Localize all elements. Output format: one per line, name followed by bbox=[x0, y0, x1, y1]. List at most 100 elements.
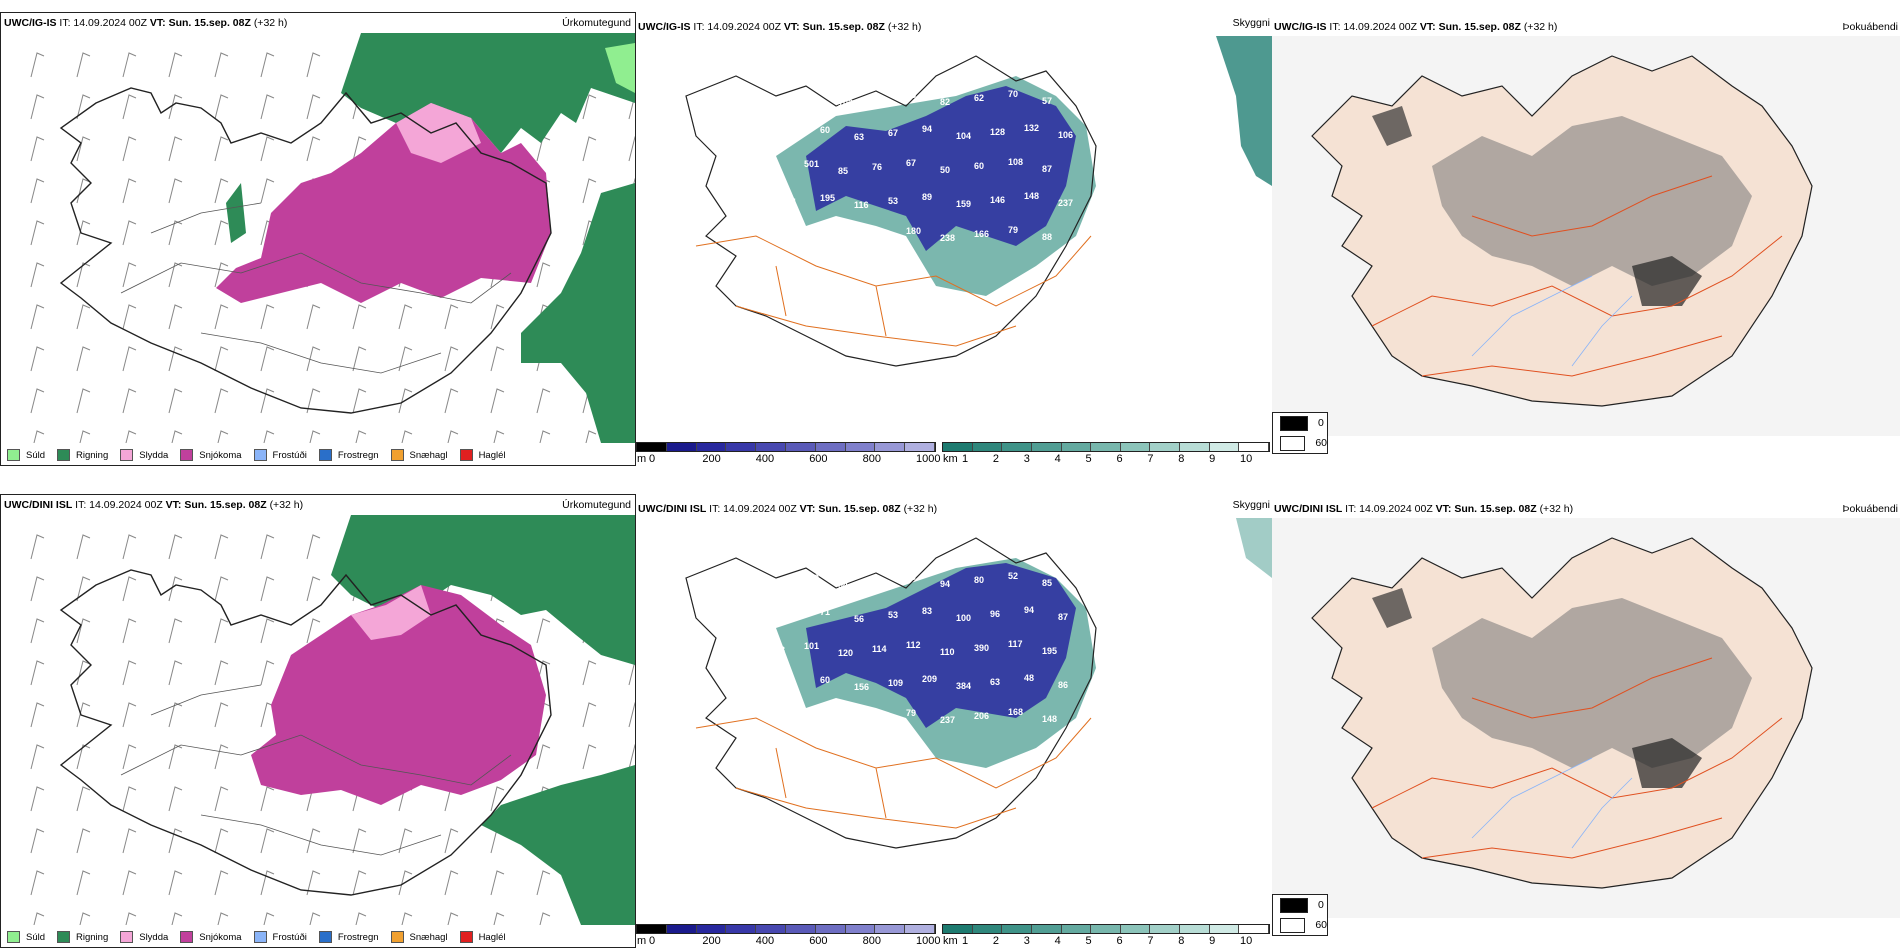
wind-barb bbox=[30, 346, 45, 372]
ceiling-label: 76 bbox=[872, 162, 882, 172]
fog-map bbox=[1272, 518, 1900, 918]
legend-swatch bbox=[459, 449, 473, 461]
wind-barb bbox=[260, 304, 275, 330]
ceiling-label: 63 bbox=[854, 132, 864, 142]
wind-barb bbox=[76, 262, 91, 288]
wind-barb bbox=[168, 388, 183, 414]
ceiling-label: 96 bbox=[990, 609, 1000, 619]
ceiling-label: 94 bbox=[1024, 605, 1034, 615]
colorbar-tick: 10 bbox=[1240, 935, 1253, 947]
colorbar-segment bbox=[943, 443, 973, 451]
wind-barb bbox=[447, 912, 459, 925]
colorbar-segment bbox=[666, 443, 697, 451]
legend-swatch bbox=[7, 449, 20, 461]
ceiling-colorbar: m 0 200 400 600 800 1000 bbox=[636, 442, 940, 466]
ceiling-label: 100 bbox=[956, 613, 971, 623]
legend-swatch bbox=[120, 449, 134, 461]
wind-barb bbox=[214, 576, 229, 602]
fog-legend-label: 0 bbox=[1318, 899, 1324, 911]
rivers bbox=[1471, 275, 1633, 367]
fog-legend-swatch bbox=[1280, 917, 1306, 933]
colorbar-segment bbox=[1120, 925, 1151, 933]
wind-barb bbox=[168, 618, 183, 644]
wind-barb bbox=[76, 388, 91, 414]
wind-barb bbox=[539, 430, 551, 443]
wind-barb bbox=[30, 702, 45, 728]
roads bbox=[120, 684, 512, 856]
fog-shading bbox=[1432, 116, 1752, 286]
ceiling-label: 87 bbox=[1042, 164, 1052, 174]
colorbar-tick: 5 bbox=[1085, 935, 1092, 947]
wind-barb bbox=[30, 262, 45, 288]
wind-barb bbox=[122, 346, 137, 372]
roads bbox=[695, 235, 1092, 347]
ceiling-label: 56 bbox=[854, 614, 864, 624]
panel-name: Skyggni bbox=[1232, 499, 1270, 511]
wind-barb bbox=[214, 136, 229, 162]
ceiling-label: 384 bbox=[956, 681, 971, 691]
wind-barb bbox=[122, 576, 137, 602]
ceiling-label: 156 bbox=[854, 682, 869, 692]
fog-shading bbox=[1432, 598, 1752, 768]
wind-barb bbox=[168, 220, 183, 246]
precip-legend: Súld Rigning Slydda Snjókoma Frostúði Frostre… bbox=[7, 449, 518, 461]
fog-dark-patch bbox=[1632, 256, 1702, 306]
ceiling-label: 120 bbox=[838, 648, 853, 658]
sleet-area bbox=[396, 103, 481, 163]
wind-barb bbox=[536, 870, 551, 896]
wind-barb bbox=[260, 388, 275, 414]
panel-title: UWC/DINI ISL IT: 14.09.2024 00Z VT: Sun.… bbox=[4, 499, 304, 511]
fog-legend-row: 60 bbox=[1273, 433, 1327, 453]
wind-barb bbox=[122, 388, 137, 414]
wind-barb bbox=[168, 52, 183, 78]
panel-name: Úrkomutegund bbox=[562, 17, 631, 29]
wind-barb bbox=[352, 136, 367, 162]
colorbar-segment bbox=[815, 443, 846, 451]
colorbar-tick: 2 bbox=[992, 453, 999, 465]
panel-title: UWC/DINI ISL IT: 14.09.2024 00Z VT: Sun.… bbox=[638, 503, 938, 515]
colorbar-segment bbox=[637, 925, 667, 933]
ceiling-label: 106 bbox=[752, 604, 767, 614]
legend-item: Rigning bbox=[57, 931, 108, 943]
ceiling-label: 52 bbox=[1008, 571, 1018, 581]
wind-barb bbox=[30, 136, 45, 162]
ceiling-label: 106 bbox=[1058, 130, 1073, 140]
wind-barb bbox=[398, 828, 413, 854]
ceiling-label: 60 bbox=[820, 125, 830, 135]
ceiling-label: 77 bbox=[872, 576, 882, 586]
ceiling-label: 114 bbox=[872, 644, 887, 654]
wind-barb bbox=[168, 94, 183, 120]
colorbar-tick: 800 bbox=[862, 935, 881, 947]
rain-area bbox=[341, 33, 635, 153]
colorbar-tick: 2 bbox=[992, 935, 999, 947]
wind-barb bbox=[76, 618, 91, 644]
ceiling-label: 80 bbox=[974, 575, 984, 585]
wind-barb bbox=[33, 912, 45, 925]
ceiling-label: 87 bbox=[1058, 612, 1068, 622]
ceiling-label: 113 bbox=[752, 258, 767, 268]
colorbar-tick: 7 bbox=[1147, 935, 1154, 947]
roads bbox=[1371, 175, 1783, 377]
legend-item: Súld bbox=[7, 931, 45, 943]
colorbar-segment bbox=[696, 925, 727, 933]
legend-label: Slydda bbox=[139, 931, 169, 943]
ceiling-label: 238 bbox=[940, 233, 955, 243]
wind-barb bbox=[168, 786, 183, 812]
drizzle-area bbox=[605, 43, 635, 93]
wind-barb bbox=[309, 430, 321, 443]
iceland-coast bbox=[685, 537, 1097, 849]
wind-barb bbox=[30, 52, 45, 78]
colorbar-segment bbox=[666, 925, 697, 933]
fog-legend-swatch bbox=[1280, 435, 1306, 451]
ceiling-label: 74 bbox=[786, 197, 796, 207]
ceiling-label: 102 bbox=[838, 98, 853, 108]
wind-barb bbox=[582, 660, 597, 686]
wind-barb bbox=[306, 136, 321, 162]
wind-barb bbox=[76, 94, 91, 120]
wind-barb bbox=[444, 828, 459, 854]
wind-barb bbox=[306, 576, 321, 602]
visibility-strip bbox=[942, 924, 1270, 934]
wind-barb bbox=[76, 346, 91, 372]
ceiling-label: 60 bbox=[974, 161, 984, 171]
ceiling-label: 166 bbox=[974, 229, 989, 239]
